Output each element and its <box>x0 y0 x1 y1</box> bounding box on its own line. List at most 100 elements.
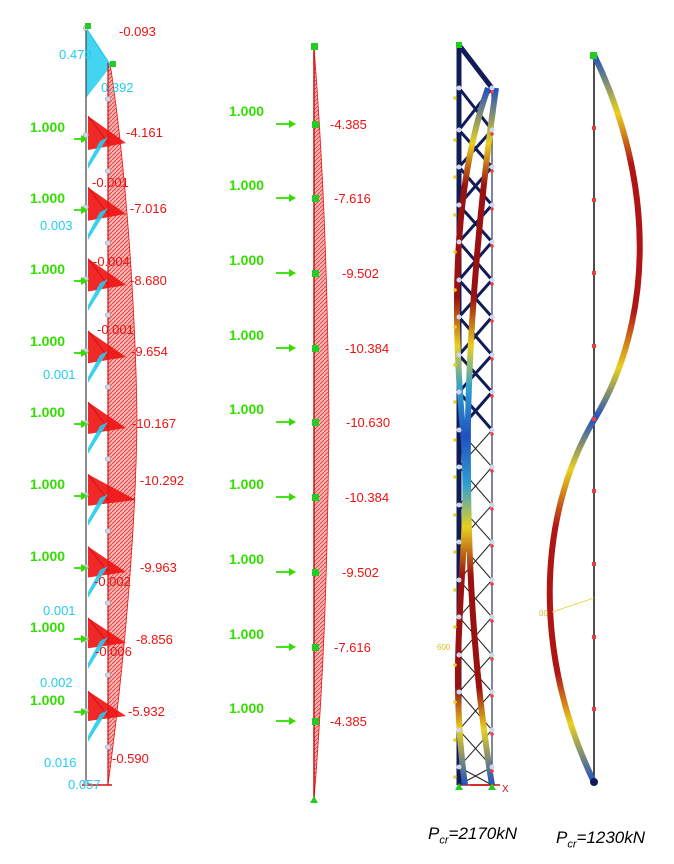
mode-marker <box>490 732 494 736</box>
diagonal-force-red <box>88 330 126 364</box>
arrow-head <box>289 717 296 725</box>
support-left <box>455 783 463 790</box>
truss-node <box>456 502 462 508</box>
top-diagonal-force <box>86 28 111 98</box>
chord-force-value: -9.963 <box>140 560 177 575</box>
web-diagonal <box>458 691 493 731</box>
load-arrow <box>276 493 296 501</box>
arrow-head <box>81 492 88 500</box>
truss-node <box>105 528 111 534</box>
column-node <box>592 635 596 639</box>
diagonal-force-red <box>88 258 126 292</box>
caption-p-symbol-2: P <box>556 828 568 847</box>
mode-marker <box>490 544 494 548</box>
load-value-label: 1.000 <box>229 551 264 567</box>
caption-p-sub: cr <box>439 834 449 847</box>
load-arrow <box>74 564 88 572</box>
truss-node <box>456 689 462 695</box>
arrow-head <box>81 349 88 357</box>
truss-node <box>489 277 495 283</box>
column-force-value: -7.616 <box>334 640 371 655</box>
arrow-head <box>81 635 88 643</box>
diagonal-force-value: -0.002 <box>94 574 131 589</box>
diagonal-member <box>87 186 109 215</box>
mode-marker <box>490 432 494 436</box>
load-arrow <box>276 643 296 651</box>
arrow-head <box>81 206 88 214</box>
load-node-marker <box>312 195 319 202</box>
column-force-value: -4.385 <box>330 117 367 132</box>
web-diagonal <box>457 204 494 243</box>
load-node-marker <box>312 419 319 426</box>
truss-node <box>105 744 111 750</box>
load-arrow <box>276 344 296 352</box>
mode-marker <box>490 469 494 473</box>
chord-force-value: -10.167 <box>132 416 176 431</box>
load-value-label: 1.000 <box>229 626 264 642</box>
arrow-head <box>289 568 296 576</box>
load-node-marker <box>312 494 319 501</box>
truss-node <box>456 427 462 433</box>
truss-buckling-mode: 600 X <box>437 42 509 795</box>
truss-node <box>489 85 495 91</box>
load-value-label: 1.000 <box>30 119 65 135</box>
diagonal-force-cyan <box>88 137 108 169</box>
truss-node <box>105 312 111 318</box>
mode-marker <box>453 663 457 667</box>
column-node <box>592 126 596 130</box>
arrow-head <box>289 120 296 128</box>
mode-marker <box>490 90 494 94</box>
mode-marker <box>490 619 494 623</box>
diagonal-force-red <box>88 116 126 150</box>
truss-node <box>456 352 462 358</box>
load-arrow <box>276 120 296 128</box>
mode-marker <box>490 169 494 173</box>
chord-force-value: -4.161 <box>126 125 163 140</box>
load-node-marker <box>312 121 319 128</box>
load-arrow <box>74 349 88 357</box>
mode-marker <box>453 475 457 479</box>
truss-force-diagram: 1.000 1.000 1.000 1.000 1.000 1.000 1.000 1.000… <box>30 23 184 792</box>
diagonal-force-cyan <box>88 351 108 383</box>
truss-node <box>456 127 462 133</box>
mode-marker <box>490 394 494 398</box>
mode-marker <box>453 738 457 742</box>
member-force-value: 0.016 <box>44 755 77 770</box>
side-tag-left: 600 <box>437 643 451 652</box>
critical-load-caption-column: Pcr=1230kN <box>556 828 645 850</box>
mode-marker <box>490 244 494 248</box>
mode-marker <box>453 438 457 442</box>
mode-marker <box>453 288 457 292</box>
column-node <box>592 198 596 202</box>
truss-node <box>489 652 495 658</box>
mode-marker <box>453 625 457 629</box>
diagonal-force-red <box>88 187 126 221</box>
load-value-label: 1.000 <box>229 700 264 716</box>
column-force-value: -9.502 <box>342 266 379 281</box>
scale-line <box>551 597 595 613</box>
arrow-head <box>81 708 88 716</box>
truss-node <box>456 764 462 770</box>
column-node <box>592 489 596 493</box>
truss-node <box>489 127 495 133</box>
load-arrow <box>74 420 88 428</box>
truss-node <box>489 464 495 470</box>
truss-node <box>489 352 495 358</box>
truss-node <box>456 239 462 245</box>
buckled-chord-left <box>453 86 491 786</box>
mode-marker <box>453 775 457 779</box>
support-node <box>590 778 598 786</box>
mode-marker <box>490 132 494 136</box>
member-force-value: 0.001 <box>43 367 76 382</box>
diagonal-force-red <box>88 617 126 649</box>
web-diagonal <box>458 579 493 618</box>
truss-node <box>105 96 111 102</box>
mode-marker <box>453 213 457 217</box>
mode-marker <box>490 507 494 511</box>
load-value-label: 1.000 <box>229 252 264 268</box>
load-value-label: 1.000 <box>30 190 65 206</box>
mode-marker <box>453 138 457 142</box>
web-diagonal <box>457 354 494 393</box>
truss-node <box>489 727 495 733</box>
